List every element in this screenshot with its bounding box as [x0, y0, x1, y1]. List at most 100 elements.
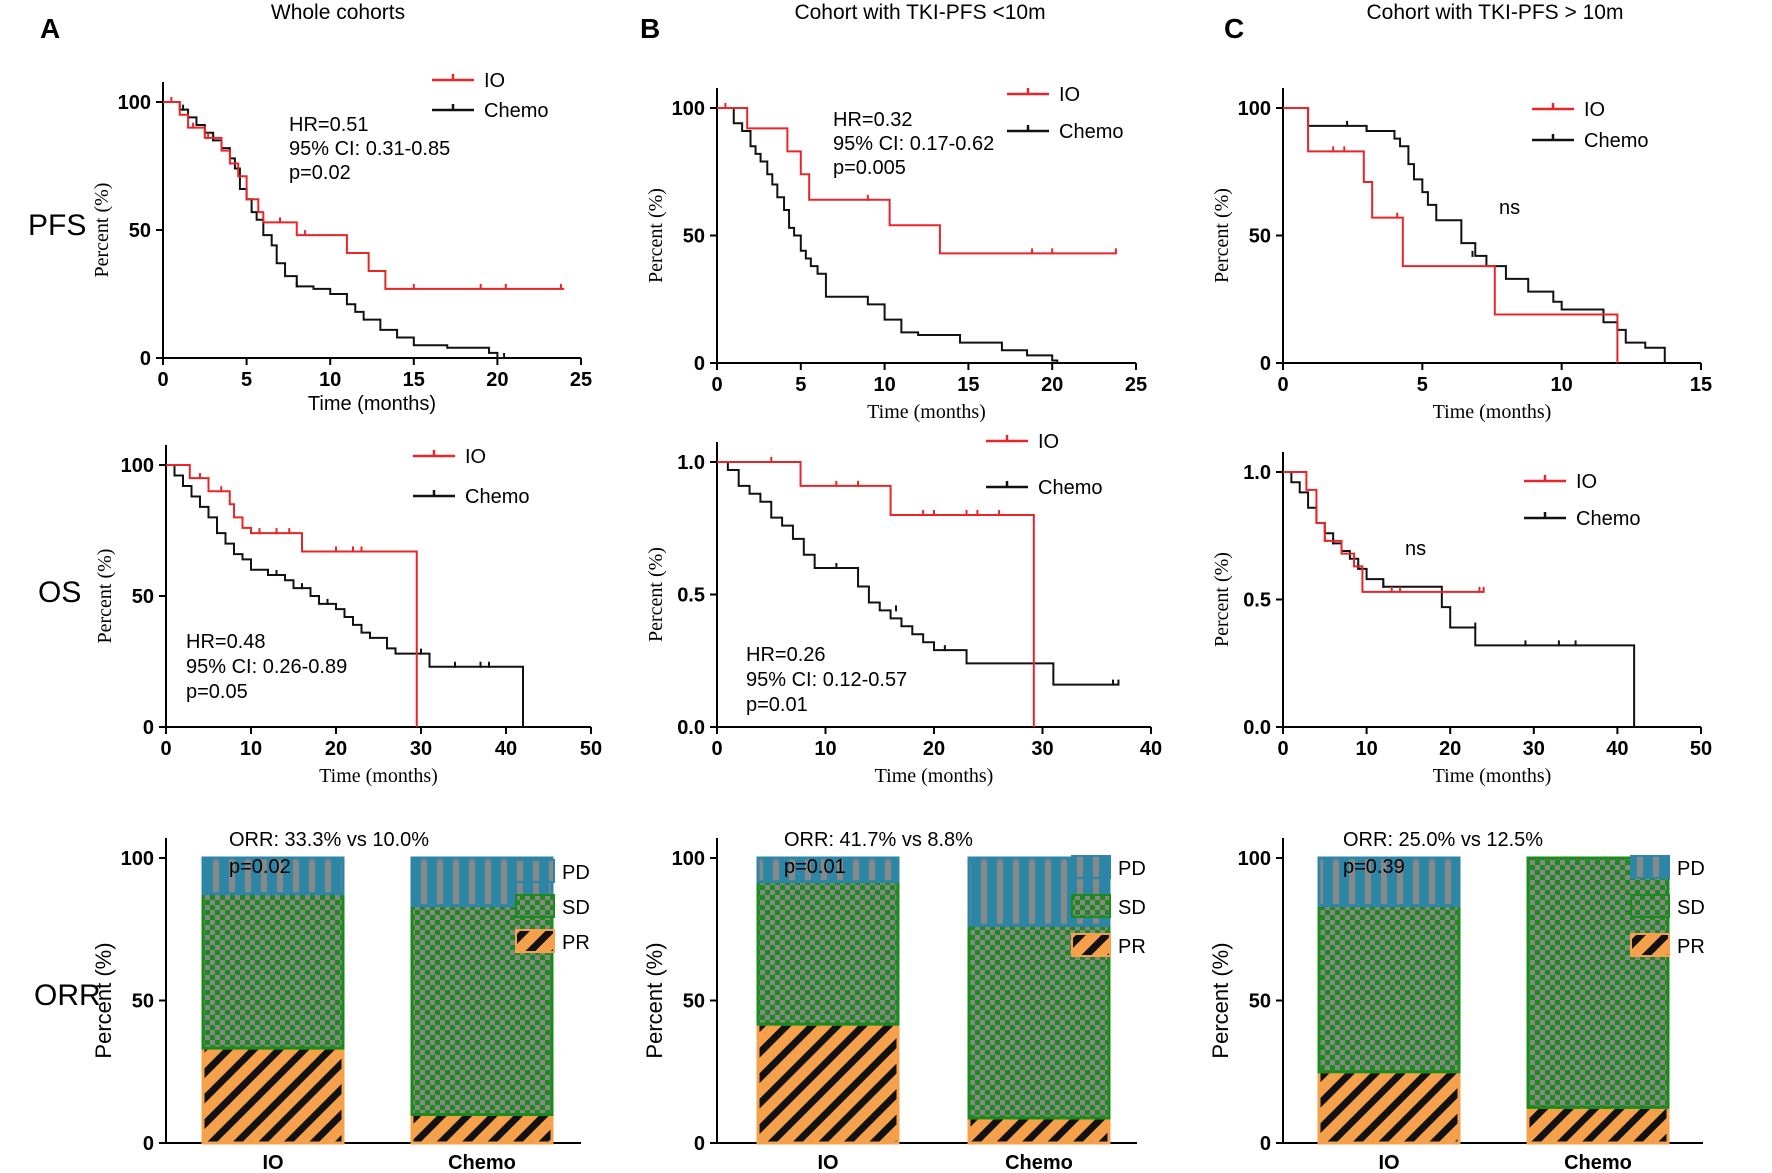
legend-label-chemo: Chemo [1059, 121, 1123, 143]
y-tick-label: 0 [143, 1133, 154, 1155]
panel-title-b: Cohort with TKI-PFS <10m [794, 1, 1045, 24]
km-curve-chemo [1283, 107, 1666, 363]
km-curve-io [1283, 107, 1619, 363]
y-axis-label: Percent (%) [1211, 552, 1233, 647]
chart-a-os: 0 50 100 Percent (%) 0 10 20 30 40 50 Time (months… [94, 445, 602, 787]
bar-segment-pd [201, 856, 345, 896]
stat-annotation: HR=0.48 [186, 631, 266, 653]
legend-label-pr: PR [562, 932, 590, 954]
chart-c-pfs: 0 50 100 Percent (%) 0 5 10 15 Time (months) IO Ch… [1211, 88, 1712, 423]
y-tick-label: 100 [1238, 848, 1271, 870]
legend-label-io: IO [1584, 99, 1605, 121]
legend-label-chemo: Chemo [1584, 130, 1648, 152]
chart-a-orr: 0 50 100 Percent (%) IO Chemo PD SD PR ORR: 33.3%… [91, 829, 590, 1173]
legend-swatch-pr [1630, 933, 1670, 957]
stat-annotation: p=0.02 [289, 162, 351, 184]
y-axis-label: Percent (%) [91, 183, 113, 278]
y-axis-label: Percent (%) [645, 188, 667, 283]
bar-segment-pr [410, 1113, 554, 1145]
x-tick-label: 40 [1140, 738, 1162, 760]
legend-label-io: IO [465, 446, 486, 468]
y-tick-label: 50 [1249, 226, 1271, 248]
x-tick-label: 0 [711, 374, 722, 396]
y-tick-label: 50 [683, 991, 705, 1013]
stat-annotation: p=0.01 [784, 856, 846, 878]
y-tick-label: 100 [672, 98, 705, 120]
x-category-label: Chemo [1564, 1152, 1632, 1173]
km-curve-io [166, 464, 418, 727]
legend-swatch-pr [515, 929, 555, 953]
bar-segment-pr [201, 1046, 345, 1145]
x-category-label: Chemo [1005, 1152, 1073, 1173]
x-tick-label: 0 [1277, 738, 1288, 760]
km-curve-chemo [166, 464, 524, 727]
legend-label-chemo: Chemo [1038, 477, 1102, 499]
km-curve-chemo [717, 461, 1119, 686]
x-axis-label: Time (months) [308, 393, 436, 415]
bar-segment-pr [1526, 1105, 1670, 1145]
x-tick-label: 10 [1551, 374, 1573, 396]
y-tick-label: 0 [694, 353, 705, 375]
y-tick-label: 100 [1238, 98, 1271, 120]
stat-annotation: ORR: 33.3% vs 10.0% [229, 829, 429, 851]
x-tick-label: 0 [157, 369, 168, 391]
y-tick-label: 1.0 [677, 452, 705, 474]
x-tick-label: 50 [1690, 738, 1712, 760]
panel-letter-b: B [640, 13, 660, 44]
x-tick-label: 40 [495, 738, 517, 760]
y-tick-label: 100 [121, 455, 154, 477]
legend-swatch-sd [515, 894, 555, 918]
stat-annotation: p=0.05 [186, 681, 248, 703]
x-category-label: IO [817, 1152, 838, 1173]
chart-b-os: 0.0 0.5 1.0 Percent (%) 0 10 20 30 40 Time (month… [645, 431, 1162, 787]
y-axis-label: Percent (%) [1208, 942, 1233, 1058]
legend-label-pd: PD [1118, 858, 1146, 880]
x-tick-label: 5 [1417, 374, 1428, 396]
x-tick-label: 20 [1439, 738, 1461, 760]
stat-annotation: p=0.39 [1343, 856, 1405, 878]
bar-segment-sd [967, 923, 1111, 1120]
stat-annotation: 95% CI: 0.26-0.89 [186, 656, 347, 678]
stat-annotation: HR=0.51 [289, 114, 369, 136]
y-tick-label: 0 [143, 717, 154, 739]
bar-segment-pr [967, 1116, 1111, 1145]
km-curve-io [717, 461, 1035, 727]
stat-annotation: 95% CI: 0.12-0.57 [746, 669, 907, 691]
y-axis-label: Percent (%) [642, 942, 667, 1058]
legend-label-pd: PD [562, 862, 590, 884]
km-curve-chemo [717, 107, 1059, 363]
legend-swatch-sd [1071, 894, 1111, 918]
legend-label-sd: SD [1118, 897, 1146, 919]
y-tick-label: 0.5 [1243, 590, 1271, 612]
stat-annotation: HR=0.32 [833, 109, 913, 131]
y-tick-label: 100 [118, 92, 151, 114]
stat-annotation: 95% CI: 0.17-0.62 [833, 133, 994, 155]
x-tick-label: 10 [319, 369, 341, 391]
bar-segment-sd [756, 880, 900, 1026]
x-tick-label: 25 [570, 369, 592, 391]
x-axis-label: Time (months) [867, 401, 986, 423]
legend-label-pr: PR [1677, 936, 1705, 958]
legend-swatch-pd [515, 859, 555, 883]
stat-annotation: p=0.02 [229, 856, 291, 878]
x-tick-label: 30 [1031, 738, 1053, 760]
stat-annotation: HR=0.26 [746, 644, 826, 666]
stat-annotation: p=0.005 [833, 157, 906, 179]
y-tick-label: 0.5 [677, 585, 705, 607]
x-tick-label: 5 [241, 369, 252, 391]
legend-swatch-pd [1071, 855, 1111, 879]
bar-segment-sd [201, 892, 345, 1050]
row-label-orr: ORR [34, 979, 101, 1012]
y-tick-label: 0 [694, 1133, 705, 1155]
x-tick-label: 20 [923, 738, 945, 760]
x-category-label: IO [262, 1152, 283, 1173]
y-tick-label: 50 [683, 226, 705, 248]
x-tick-label: 20 [486, 369, 508, 391]
x-tick-label: 20 [1041, 374, 1063, 396]
legend-label-pd: PD [1677, 858, 1705, 880]
y-tick-label: 50 [132, 991, 154, 1013]
chart-b-orr: 0 50 100 Percent (%) IO Chemo PD SD PR ORR: 41.7%… [642, 829, 1146, 1173]
x-tick-label: 10 [814, 738, 836, 760]
y-tick-label: 0.0 [1243, 717, 1271, 739]
